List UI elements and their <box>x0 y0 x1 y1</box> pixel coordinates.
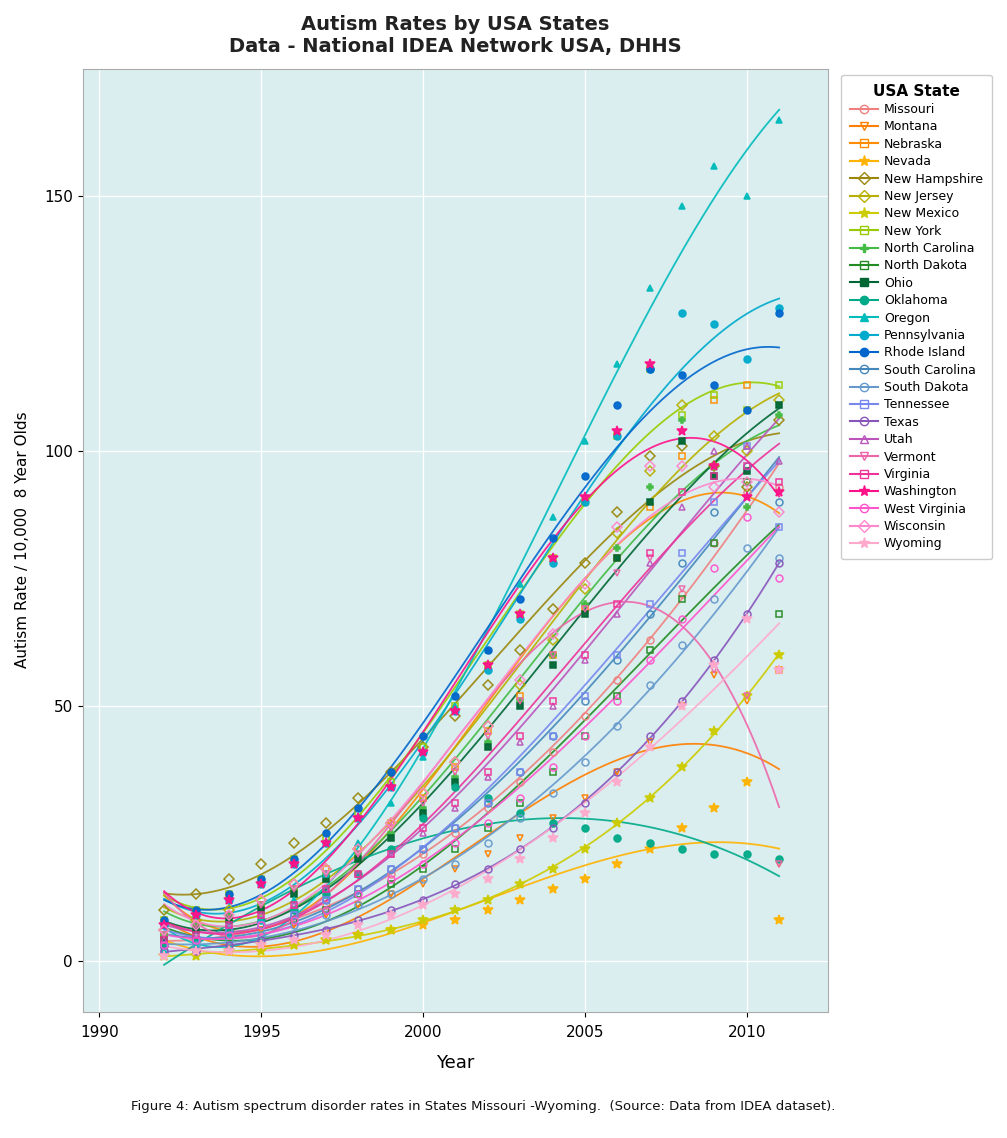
Y-axis label: Autism Rate / 10,000  8 Year Olds: Autism Rate / 10,000 8 Year Olds <box>15 412 30 668</box>
Title: Autism Rates by USA States
Data - National IDEA Network USA, DHHS: Autism Rates by USA States Data - Nation… <box>230 15 682 56</box>
Text: Figure 4: Autism spectrum disorder rates in States Missouri -Wyoming.  (Source: : Figure 4: Autism spectrum disorder rates… <box>131 1100 835 1113</box>
X-axis label: Year: Year <box>436 1054 474 1072</box>
Legend: Missouri, Montana, Nebraska, Nevada, New Hampshire, New Jersey, New Mexico, New : Missouri, Montana, Nebraska, Nevada, New… <box>842 75 992 559</box>
